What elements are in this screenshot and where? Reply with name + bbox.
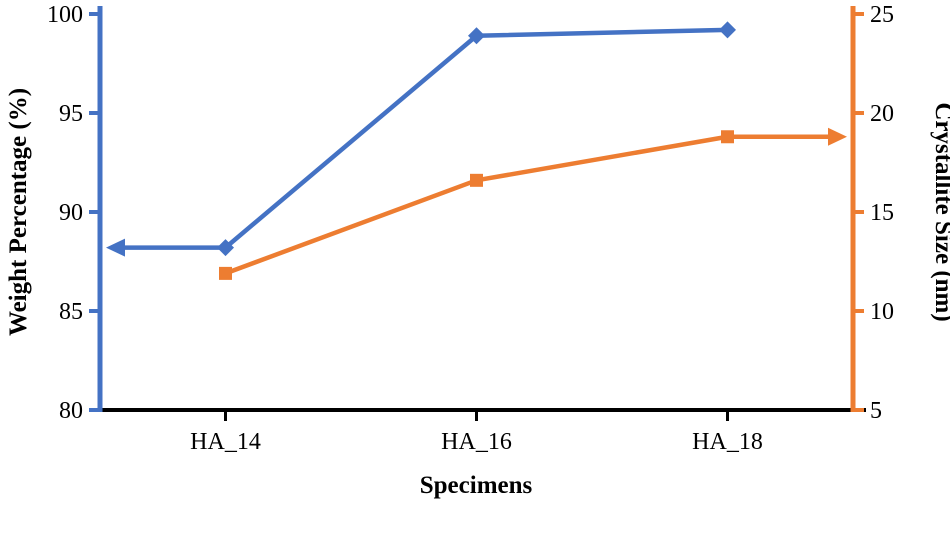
diamond-marker <box>468 27 485 45</box>
left-axis-title: Weight Percentage (%) <box>5 88 32 336</box>
left-axis-tick-label: 90 <box>59 200 83 226</box>
right-axis-tick-label: 15 <box>870 200 894 226</box>
right-arrowhead-icon <box>828 127 847 146</box>
right-axis-tick-label: 25 <box>870 2 894 28</box>
diamond-marker <box>217 239 234 257</box>
right-axis-tick-label: 20 <box>870 101 894 127</box>
square-marker <box>219 266 232 280</box>
left-axis-tick-label: 85 <box>59 299 83 325</box>
square-marker <box>721 130 734 144</box>
x-category-label: HA_14 <box>190 429 261 455</box>
series-line-weight-percentage <box>223 27 730 250</box>
left-axis-tick-label: 80 <box>59 398 83 424</box>
left-axis-tick-label: 95 <box>59 101 83 127</box>
x-axis-title: Specimens <box>420 472 533 499</box>
diamond-marker <box>719 21 736 39</box>
x-category-label: HA_16 <box>441 429 512 455</box>
series-line-crystallite-size <box>223 134 730 276</box>
left-arrowhead-icon <box>106 238 125 257</box>
x-category-label: HA_18 <box>692 429 763 455</box>
right-axis-title: Crystallite Size (nm) <box>930 102 950 321</box>
right-axis-tick-label: 5 <box>870 398 882 424</box>
square-marker <box>470 173 483 187</box>
left-axis-tick-label: 100 <box>47 2 83 28</box>
right-axis-tick-label: 10 <box>870 299 894 325</box>
